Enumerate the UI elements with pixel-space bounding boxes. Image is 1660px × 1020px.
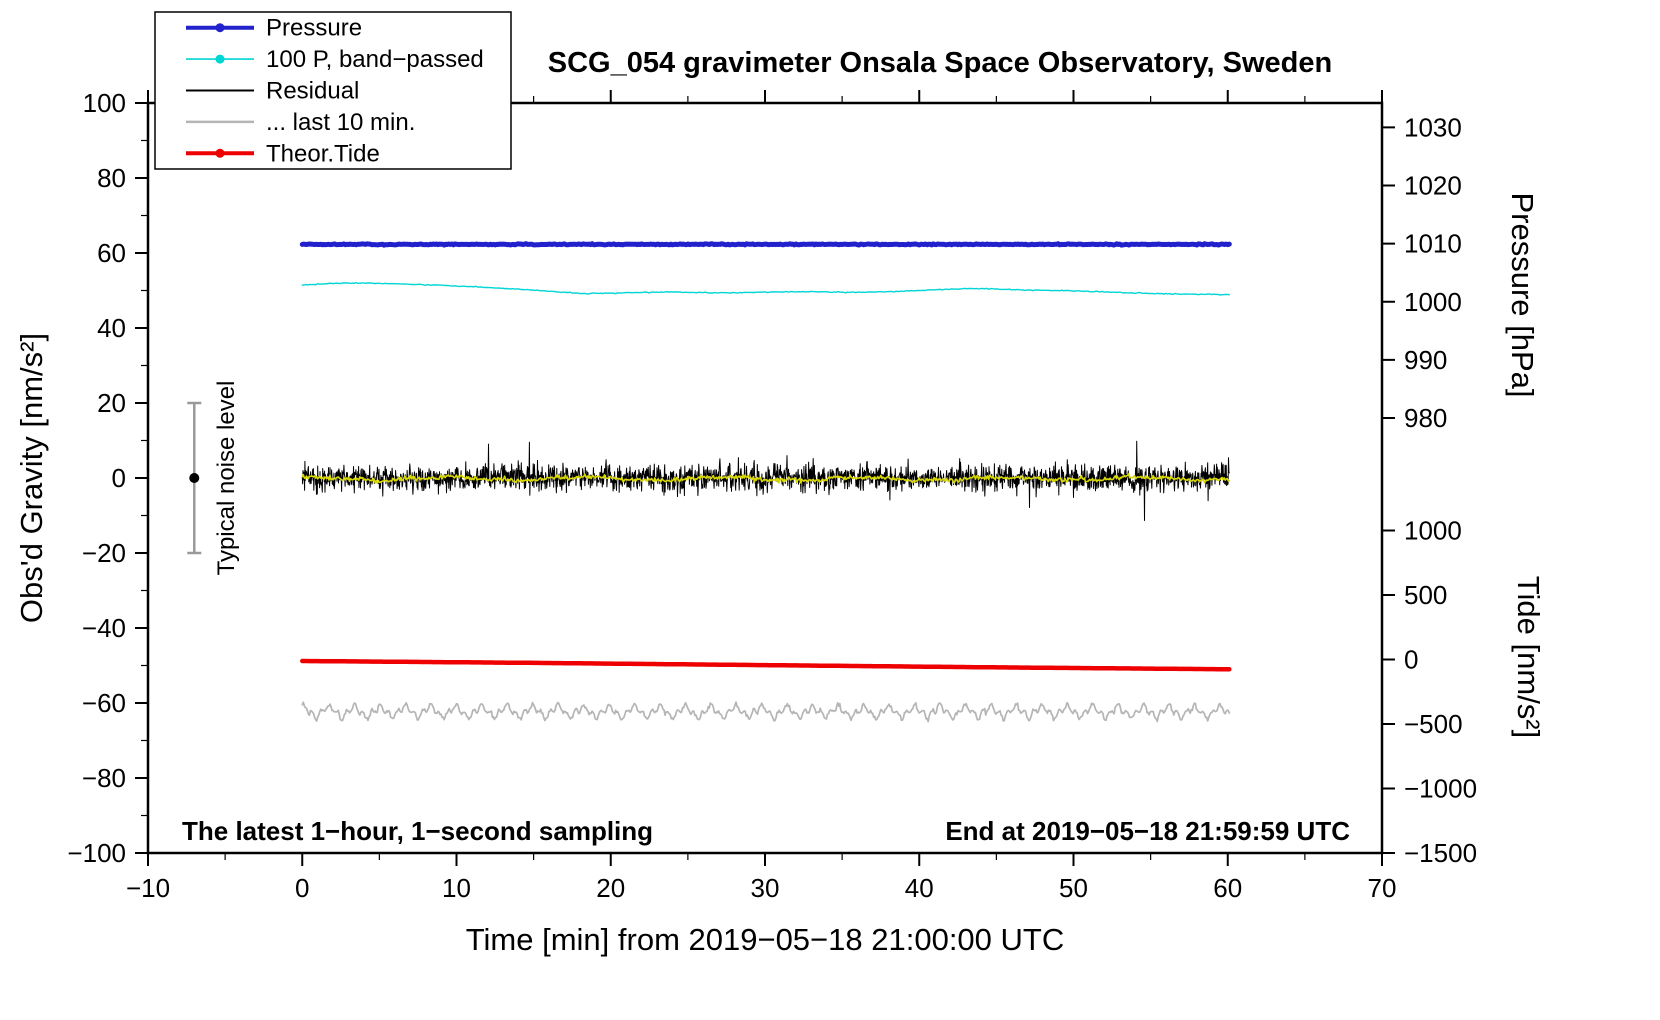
y-left-tick-label: 0 — [112, 463, 126, 493]
y-right-tide-axis-label: Tide [nm/s²] — [1511, 576, 1546, 739]
y-left-tick-label: −40 — [82, 613, 126, 643]
y-left-tick-label: 60 — [97, 238, 126, 268]
legend-label-last-10-min: ... last 10 min. — [266, 109, 415, 136]
end-time-note: End at 2019−05−18 21:59:59 UTC — [945, 816, 1350, 846]
series-theor-tide — [300, 658, 1232, 672]
pressure-tick-label: 1000 — [1404, 287, 1462, 317]
pressure-tick-label: 990 — [1404, 345, 1447, 375]
y-left-tick-label: −20 — [82, 538, 126, 568]
x-tick-label: −10 — [126, 873, 170, 903]
x-axis-label: Time [min] from 2019−05−18 21:00:00 UTC — [466, 922, 1065, 957]
series-last-10-min — [301, 701, 1231, 723]
pressure-tick-label: 980 — [1404, 403, 1447, 433]
y-left-axis-label: Obs'd Gravity [nm/s²] — [14, 333, 49, 623]
chart-title: SCG_054 gravimeter Onsala Space Observat… — [548, 47, 1332, 79]
sampling-note: The latest 1−hour, 1−second sampling — [182, 816, 653, 846]
x-tick-label: 10 — [442, 873, 471, 903]
tide-tick-label: −1500 — [1404, 838, 1477, 868]
y-left-tick-label: −60 — [82, 688, 126, 718]
noise-bar-center-dot — [189, 473, 200, 483]
series-residual-smoothed — [301, 473, 1231, 485]
tide-tick-label: 1000 — [1404, 516, 1462, 546]
y-left-tick-label: 40 — [97, 313, 126, 343]
y-right-pressure-axis-label: Pressure [hPa] — [1505, 192, 1540, 397]
x-tick-label: 60 — [1213, 873, 1242, 903]
y-left-tick-label: −80 — [82, 763, 126, 793]
series-100-p-band-passed — [301, 282, 1230, 296]
typical-noise-level-label: Typical noise level — [213, 381, 240, 576]
pressure-tick-label: 1020 — [1404, 171, 1462, 201]
data-series-layer — [299, 241, 1232, 723]
legend-marker-theor-tide — [215, 148, 225, 158]
tide-tick-label: 500 — [1404, 580, 1447, 610]
legend-label-100-p-band-passed: 100 P, band−passed — [266, 46, 484, 73]
x-tick-label: 40 — [905, 873, 934, 903]
legend-label-pressure: Pressure — [266, 15, 362, 42]
series-pressure — [299, 241, 1232, 248]
tide-tick-label: 0 — [1404, 645, 1418, 675]
y-left-tick-label: 80 — [97, 163, 126, 193]
legend-label-theor-tide: Theor.Tide — [266, 140, 380, 167]
y-left-tick-label: 100 — [83, 88, 126, 118]
x-tick-label: 70 — [1368, 873, 1397, 903]
x-tick-label: 50 — [1059, 873, 1088, 903]
x-tick-label: 0 — [295, 873, 309, 903]
legend: Pressure 100 P, band−passed Residual ... la… — [154, 11, 512, 170]
y-left-tick-label: 20 — [97, 388, 126, 418]
legend-marker-pressure — [215, 23, 225, 33]
tide-tick-label: −500 — [1404, 709, 1463, 739]
tide-tick-label: −1000 — [1404, 774, 1477, 804]
axis-ticks-layer: −10 0 10 20 30 40 50 60 70100806040200−20−40−60−… — [67, 88, 1477, 903]
series-residual — [301, 440, 1230, 521]
noise-indicator-layer — [187, 401, 202, 555]
plot-frame — [146, 101, 1384, 855]
y-left-tick-label: −100 — [67, 838, 126, 868]
x-tick-label: 30 — [751, 873, 780, 903]
legend-marker-100-p-band-passed — [215, 54, 225, 64]
pressure-tick-label: 1030 — [1404, 112, 1462, 142]
legend-label-residual: Residual — [266, 78, 359, 105]
pressure-tick-label: 1010 — [1404, 229, 1462, 259]
x-tick-label: 20 — [596, 873, 625, 903]
